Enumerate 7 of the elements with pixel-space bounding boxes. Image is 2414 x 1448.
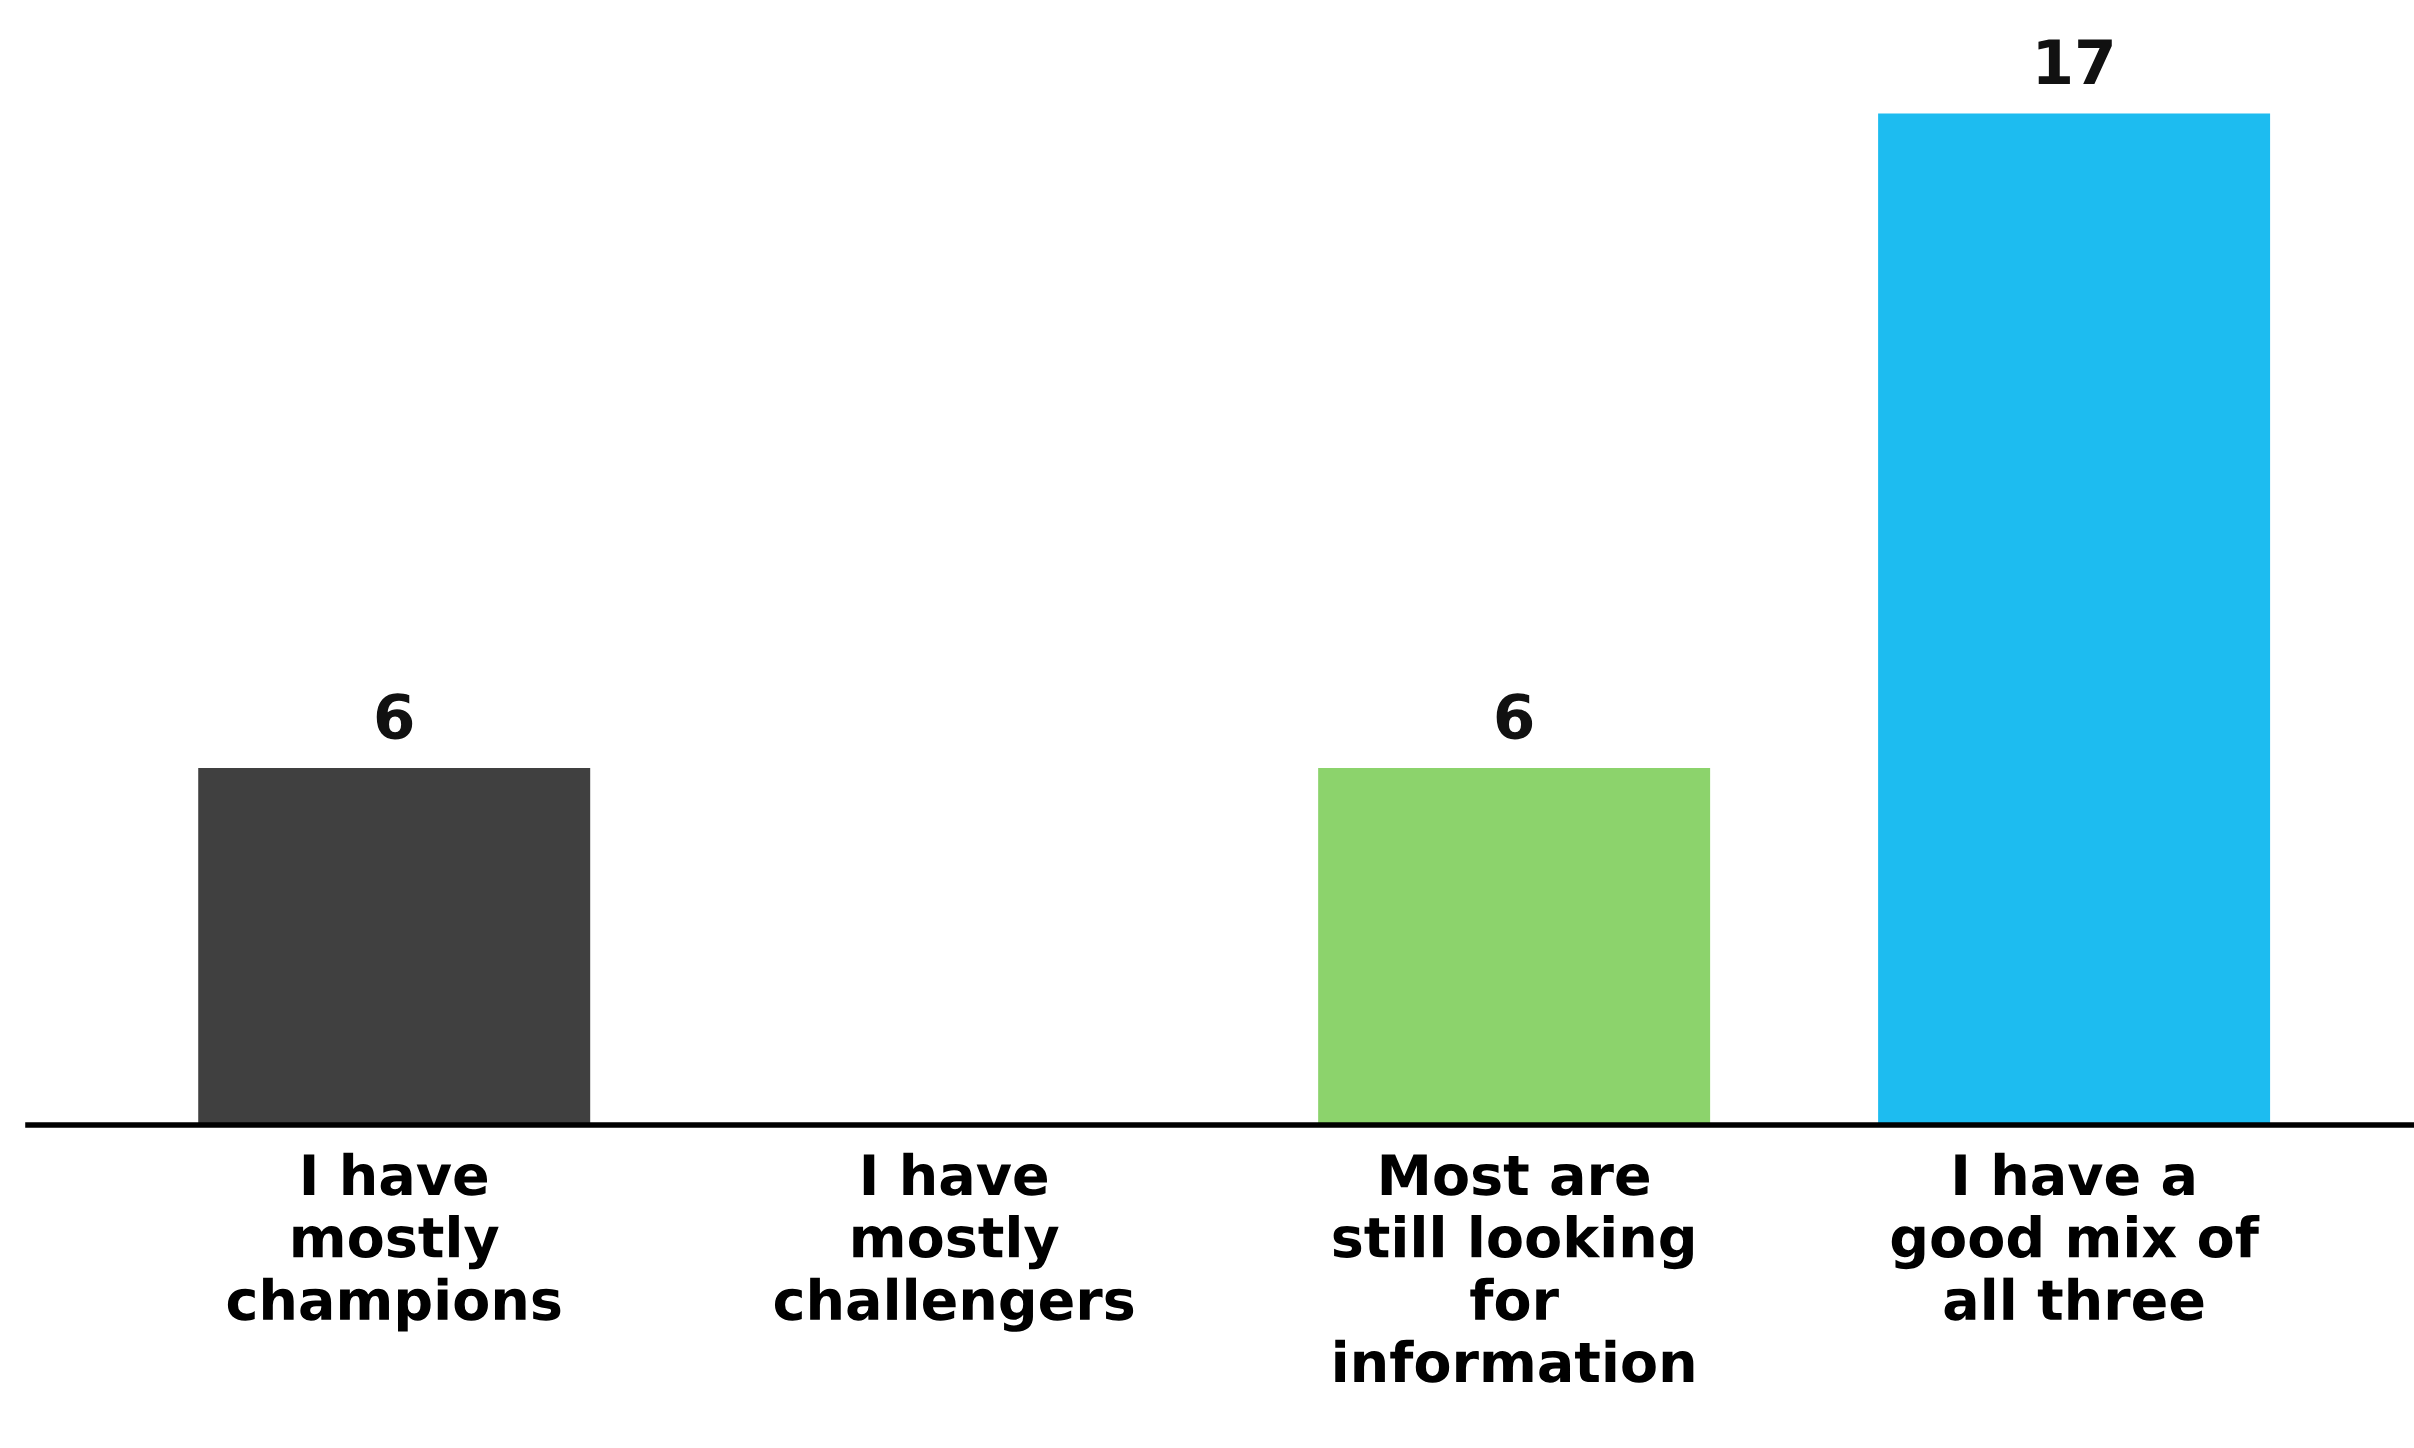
- data-label: 17: [2038, 39, 2112, 85]
- data-label: 6: [1496, 693, 1533, 740]
- data-label: 6: [376, 693, 413, 740]
- x-tick-label: I have mostly champions: [227, 1152, 561, 1332]
- x-tick-label: I have a good mix of all three: [1891, 1152, 2260, 1321]
- x-tick-label: I have mostly challengers: [774, 1152, 1134, 1332]
- x-tick-label: Most are still looking for information: [1333, 1154, 1694, 1383]
